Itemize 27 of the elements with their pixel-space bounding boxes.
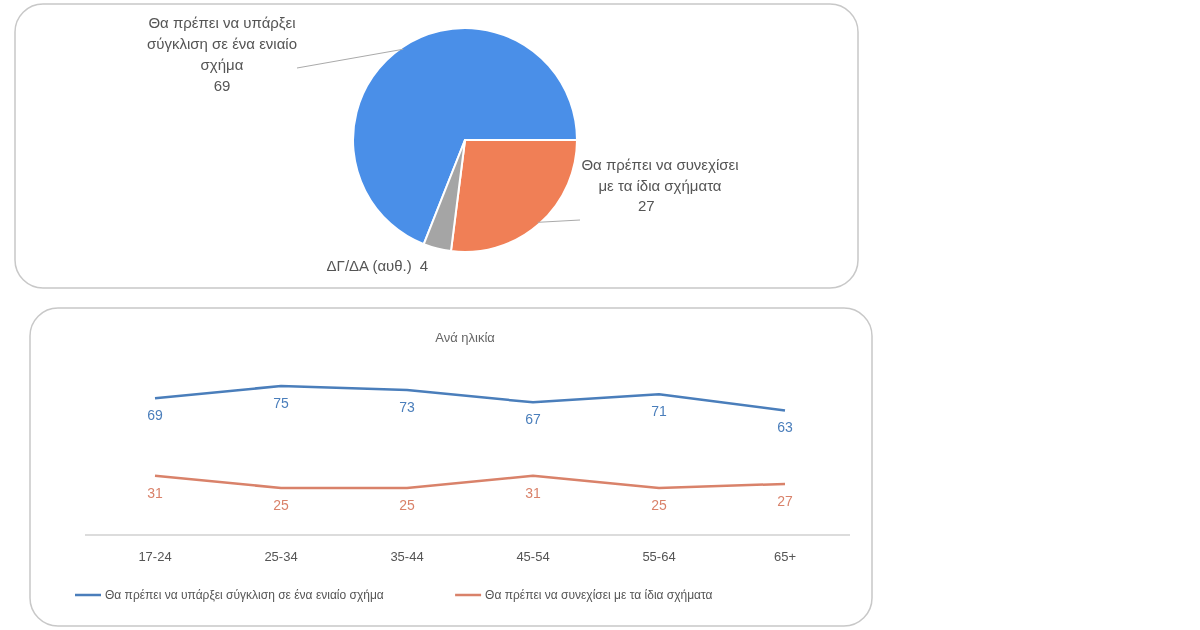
data-label: 71 bbox=[651, 403, 667, 420]
x-tick-label: 55-64 bbox=[642, 549, 676, 564]
chart-title: Ανά ηλικία bbox=[435, 330, 496, 345]
x-tick-label: 25-34 bbox=[264, 549, 298, 564]
data-label: 25 bbox=[273, 497, 289, 513]
data-label: 4 bbox=[419, 257, 429, 275]
x-tick-label: 45-54 bbox=[516, 549, 550, 564]
data-label: 75 bbox=[273, 395, 289, 411]
data-label: 25 bbox=[399, 497, 415, 513]
x-tick-label: 65+ bbox=[773, 549, 797, 564]
data-label: 25 bbox=[651, 497, 667, 513]
x-tick-label: 35-44 bbox=[390, 549, 424, 564]
slice-label: Θα πρέπει να υπάρξει σύγκλιση σε ένα ενιαίο σχήμα bbox=[146, 14, 298, 73]
data-label: 27 bbox=[638, 197, 655, 214]
data-label: 27 bbox=[777, 492, 793, 509]
slice-label: ΔΓ/ΔΑ (αυθ.) bbox=[326, 257, 412, 275]
slice-label: Θα πρέπει να συνεχίσει με τα ίδια σχήματα bbox=[581, 156, 739, 194]
data-label: 31 bbox=[147, 484, 163, 501]
legend-label: Θα πρέπει να συνεχίσει με τα ίδια σχήματα bbox=[485, 588, 713, 602]
data-label: 63 bbox=[777, 419, 793, 436]
data-label: 67 bbox=[525, 411, 541, 428]
legend-label: Θα πρέπει να υπάρξει σύγκλιση σε ένα ενιαίο σχήμα bbox=[105, 588, 384, 602]
data-label: 73 bbox=[399, 399, 415, 416]
data-label: 31 bbox=[525, 484, 541, 501]
data-label: 69 bbox=[213, 77, 231, 94]
data-label: 69 bbox=[147, 407, 163, 424]
x-tick-label: 17-24 bbox=[138, 549, 172, 564]
